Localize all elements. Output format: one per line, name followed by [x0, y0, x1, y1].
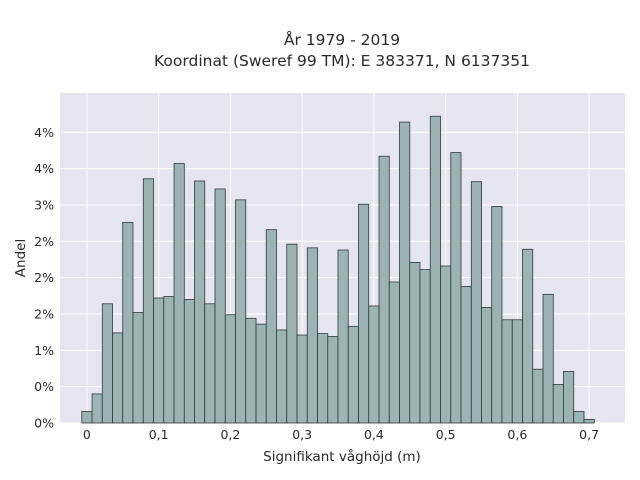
y-tick-label: 4%	[34, 125, 54, 140]
histogram-bar	[470, 181, 482, 424]
histogram-bar	[481, 307, 493, 424]
histogram-bar	[419, 269, 431, 424]
histogram-bar	[388, 281, 400, 424]
histogram-bar	[429, 115, 441, 424]
x-tick-label: 0,1	[149, 427, 169, 442]
histogram-bar	[224, 314, 236, 424]
x-tick-label: 0,5	[436, 427, 456, 442]
histogram-bar	[573, 410, 585, 424]
x-tick-label: 0,7	[579, 427, 599, 442]
histogram-bar	[460, 285, 472, 424]
histogram-bar	[491, 205, 503, 424]
histogram-bar	[122, 221, 134, 424]
histogram-bar	[235, 199, 247, 424]
histogram-bar	[317, 333, 329, 424]
histogram-bar	[255, 323, 267, 424]
x-tick-label: 0,2	[220, 427, 240, 442]
y-tick-label: 0%	[34, 416, 54, 431]
histogram-bar	[511, 319, 523, 424]
histogram-bar	[245, 317, 257, 424]
y-tick-labels: 0% 0% 1% 2% 2% 2% 3% 4% 4%	[34, 125, 54, 431]
histogram-bar	[306, 247, 318, 424]
histogram-bar	[501, 319, 513, 424]
histogram-bar	[327, 336, 339, 424]
histogram-bar	[91, 393, 103, 424]
histogram-bar	[276, 329, 288, 424]
y-tick-label: 2%	[34, 270, 54, 285]
histogram-bar	[347, 325, 359, 424]
x-tick-label: 0,4	[364, 427, 384, 442]
histogram-bar	[378, 155, 390, 424]
histogram-bar	[296, 334, 308, 424]
histogram-bar	[153, 297, 165, 424]
histogram-bar	[194, 180, 206, 424]
histogram-bar	[522, 248, 534, 424]
histogram-bar	[358, 203, 370, 424]
y-axis-label: Andel	[13, 239, 29, 277]
x-tick-label: 0,3	[292, 427, 312, 442]
histogram-bar	[101, 303, 113, 424]
y-tick-label: 2%	[34, 234, 54, 249]
histogram-bar	[183, 299, 195, 424]
histogram-bar	[440, 265, 452, 424]
histogram-bar	[552, 384, 564, 424]
x-tick-label: 0,6	[507, 427, 527, 442]
x-axis-label: Signifikant våghöjd (m)	[263, 448, 421, 465]
histogram-bar	[542, 293, 554, 424]
histogram-bar	[337, 249, 349, 424]
x-tick-label: 0	[83, 427, 91, 442]
histogram-bar	[265, 229, 277, 424]
histogram-bar	[450, 152, 462, 424]
histogram-bar	[583, 418, 595, 424]
histogram-bar	[173, 163, 185, 424]
x-tick-labels: 0 0,1 0,2 0,3 0,4 0,5 0,6 0,7	[83, 427, 599, 442]
histogram-bar	[112, 332, 124, 424]
histogram-bar	[132, 312, 144, 424]
y-tick-label: 1%	[34, 343, 54, 358]
histogram-bar	[409, 261, 421, 424]
histogram-bar	[532, 368, 544, 424]
histogram-bar	[163, 296, 175, 424]
histogram-bar	[368, 305, 380, 424]
histogram-bar	[214, 188, 226, 424]
y-tick-label: 3%	[34, 197, 54, 212]
histogram-bar	[204, 303, 216, 424]
y-tick-label: 4%	[34, 161, 54, 176]
histogram-bar	[563, 370, 575, 424]
y-tick-label: 2%	[34, 306, 54, 321]
chart-title-line1: År 1979 - 2019	[284, 30, 400, 49]
histogram-bar	[399, 121, 411, 424]
histogram-bar	[81, 410, 93, 424]
chart-title-line2: Koordinat (Sweref 99 TM): E 383371, N 61…	[154, 52, 530, 70]
histogram-bar	[142, 178, 154, 424]
histogram-bar	[286, 243, 298, 424]
y-tick-label: 0%	[34, 379, 54, 394]
bars	[81, 115, 595, 424]
